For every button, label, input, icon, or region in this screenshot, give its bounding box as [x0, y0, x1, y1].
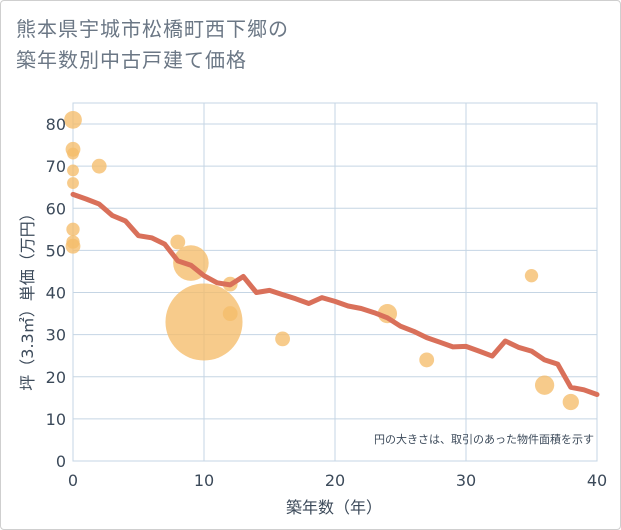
y-tick-label: 40 — [46, 284, 66, 303]
data-bubble — [524, 269, 539, 283]
x-tick-label: 30 — [456, 471, 476, 490]
x-tick-label: 40 — [587, 471, 607, 490]
data-bubble — [534, 375, 555, 395]
y-tick-label: 0 — [56, 452, 66, 471]
data-bubble — [562, 393, 579, 411]
data-bubble — [275, 331, 291, 347]
data-bubble — [222, 306, 238, 321]
data-bubble — [66, 222, 80, 237]
y-tick-label: 70 — [46, 157, 66, 176]
y-tick-label: 50 — [46, 241, 66, 260]
chart-title-line-2: 築年数別中古戸建て価格 — [16, 48, 247, 72]
chart-title-line-1: 熊本県宇城市松橋町西下郷の — [16, 17, 289, 41]
y-tick-label: 10 — [46, 410, 66, 429]
y-axis-title: 坪（3.3㎡）単価（万円） — [18, 205, 37, 390]
data-bubble — [67, 147, 79, 160]
data-bubble — [67, 164, 79, 177]
bubble-size-note: 円の大きさは、取引のあった物件面積を示す — [374, 432, 594, 446]
data-bubble — [165, 283, 243, 361]
data-bubble — [64, 110, 82, 129]
x-tick-label: 0 — [68, 471, 78, 490]
x-tick-label: 10 — [194, 471, 214, 490]
bubble-series — [64, 110, 579, 411]
tick-labels: 0 10 20 30 40 50 60 70 80 0 10 20 30 40 — [46, 115, 608, 490]
trend-series — [70, 191, 600, 397]
y-tick-label: 20 — [46, 368, 66, 387]
trend-line — [70, 191, 600, 397]
y-tick-label: 80 — [46, 115, 66, 134]
data-bubble — [170, 234, 186, 250]
data-bubble — [67, 177, 79, 189]
chart-title: 熊本県宇城市松橋町西下郷の 築年数別中古戸建て価格 — [16, 14, 289, 76]
data-bubble — [419, 352, 435, 368]
data-bubble — [91, 158, 107, 174]
grid-lines — [72, 102, 598, 462]
x-axis-title: 築年数（年） — [286, 498, 382, 517]
data-bubble — [65, 238, 81, 254]
y-tick-label: 30 — [46, 326, 66, 345]
y-tick-label: 60 — [46, 199, 66, 218]
x-tick-label: 20 — [325, 471, 345, 490]
